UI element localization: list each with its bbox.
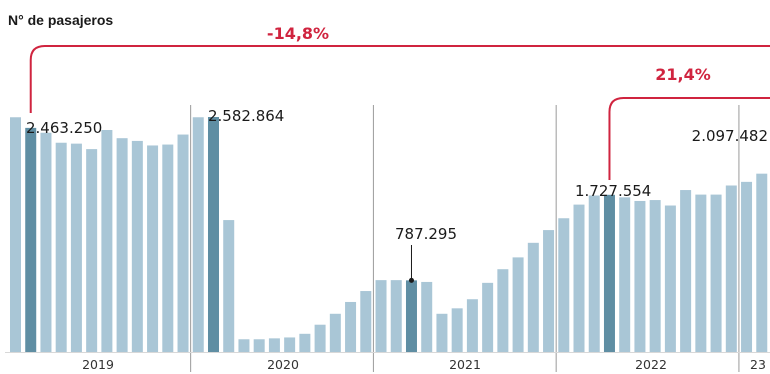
bar	[558, 218, 570, 352]
year-label: 2021	[449, 357, 481, 372]
bar	[436, 313, 448, 352]
bar	[497, 269, 509, 352]
year-dividers	[190, 105, 740, 372]
bar	[223, 220, 235, 352]
bar	[86, 149, 98, 352]
comparison-bracket	[29, 45, 770, 113]
bar-series	[5, 117, 770, 353]
bar	[725, 185, 737, 352]
year-axis: 2019 2020 2021 2022 23	[82, 357, 766, 372]
bar	[314, 324, 326, 352]
bar	[55, 142, 67, 352]
comparison-percent: 21,4%	[655, 65, 711, 84]
comparison-brackets: -14,8% 21,4%	[29, 24, 770, 180]
bar	[147, 145, 159, 352]
bar	[131, 140, 143, 352]
data-label: 2.582.864	[208, 107, 284, 125]
bar	[543, 230, 555, 352]
bar	[40, 132, 52, 352]
bar	[603, 194, 615, 352]
bar	[238, 339, 250, 352]
year-label: 23	[750, 357, 766, 372]
bar	[162, 144, 174, 352]
data-label: 787.295	[395, 225, 457, 243]
bar	[192, 117, 204, 352]
bar	[207, 117, 219, 352]
year-label: 2020	[267, 357, 299, 372]
leader-dot	[408, 277, 414, 283]
bar	[482, 282, 494, 352]
bar	[588, 195, 600, 352]
comparison-bracket	[608, 97, 770, 180]
data-label: 2.463.250	[26, 119, 102, 137]
bar	[375, 280, 387, 352]
bar	[405, 280, 417, 352]
bar	[710, 194, 722, 352]
bar	[466, 299, 478, 352]
bar	[284, 337, 296, 352]
bar	[345, 301, 357, 352]
year-label: 2022	[635, 357, 667, 372]
bar	[10, 117, 21, 352]
bar	[253, 339, 265, 352]
data-labels: 2.463.250 2.582.864 787.295 1.727.554 2.097.…	[26, 107, 768, 283]
bar	[329, 313, 341, 352]
data-label: 2.097.482	[692, 127, 768, 145]
bar	[116, 138, 128, 352]
bar	[664, 205, 676, 352]
y-axis-label: N° de pasajeros	[8, 12, 113, 28]
bar	[299, 333, 311, 352]
year-label: 2019	[82, 357, 114, 372]
bar	[177, 134, 189, 352]
bar	[619, 197, 631, 352]
bar	[634, 200, 646, 352]
bar	[680, 190, 692, 352]
bar	[527, 242, 539, 352]
bar	[756, 173, 768, 352]
bar	[25, 127, 37, 352]
bar	[741, 181, 753, 352]
bar	[421, 281, 433, 352]
bar	[451, 308, 463, 352]
bar	[101, 129, 113, 352]
bar	[649, 200, 661, 352]
bar	[360, 291, 372, 352]
comparison-percent: -14,8%	[267, 24, 329, 43]
bar	[695, 194, 707, 352]
bar	[573, 204, 585, 352]
bar	[512, 257, 524, 352]
data-label: 1.727.554	[575, 182, 651, 200]
bar	[268, 338, 280, 352]
bar	[70, 143, 82, 352]
bar	[390, 280, 402, 352]
